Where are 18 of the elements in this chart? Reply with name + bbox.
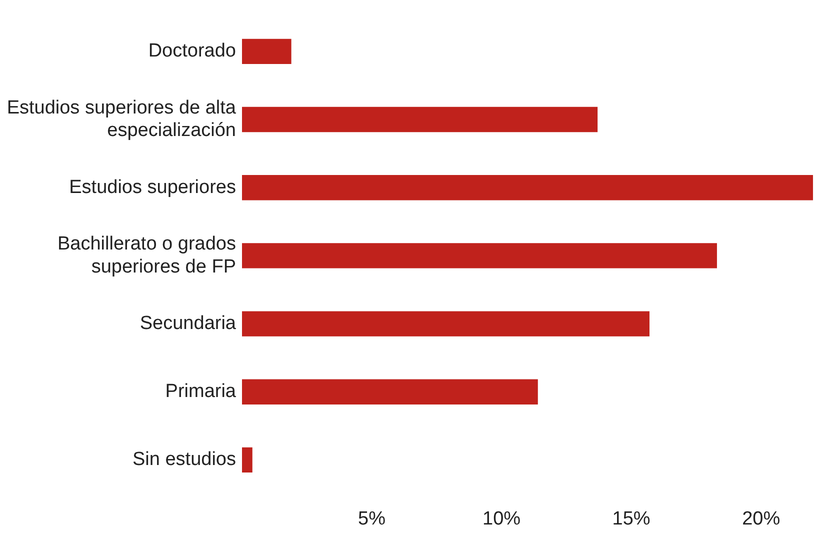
y-tick-label: Estudios superiores de alta especialización [6, 97, 236, 142]
bar [242, 447, 252, 473]
y-tick-label: Secundaria [140, 313, 236, 334]
y-tick-label: Primaria [165, 381, 236, 402]
x-tick-label: 10% [482, 508, 521, 530]
x-tick-label: 20% [742, 508, 780, 530]
bar [242, 311, 650, 336]
y-tick-label: Sin estudios [132, 449, 236, 470]
y-tick-label: Bachillerato o grados superiores de FP [58, 234, 236, 278]
bar [242, 175, 813, 200]
x-tick-label: 15% [612, 508, 650, 530]
bar [242, 38, 292, 64]
x-tick-label: 5% [358, 508, 386, 530]
bar [242, 379, 538, 404]
y-tick-label: Estudios superiores [69, 176, 236, 198]
bar [242, 243, 717, 268]
bar [242, 106, 598, 132]
y-tick-label: Doctorado [148, 40, 236, 62]
